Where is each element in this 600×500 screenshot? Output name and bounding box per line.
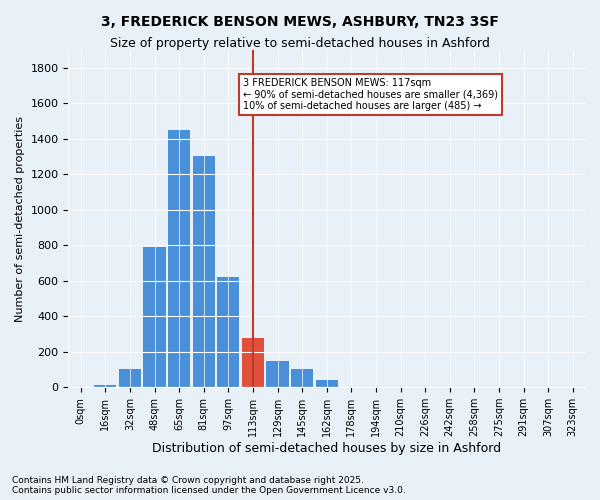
Bar [242, 338, 264, 387]
Bar [266, 360, 289, 387]
Y-axis label: Number of semi-detached properties: Number of semi-detached properties [15, 116, 25, 322]
Bar [143, 247, 166, 387]
Text: 3 FREDERICK BENSON MEWS: 117sqm
← 90% of semi-detached houses are smaller (4,369: 3 FREDERICK BENSON MEWS: 117sqm ← 90% of… [243, 78, 498, 111]
Bar [94, 386, 116, 387]
Text: Contains HM Land Registry data © Crown copyright and database right 2025.
Contai: Contains HM Land Registry data © Crown c… [12, 476, 406, 495]
Bar [291, 370, 313, 387]
Bar [168, 130, 190, 387]
Text: 3, FREDERICK BENSON MEWS, ASHBURY, TN23 3SF: 3, FREDERICK BENSON MEWS, ASHBURY, TN23 … [101, 15, 499, 29]
Bar [119, 370, 141, 387]
Text: Size of property relative to semi-detached houses in Ashford: Size of property relative to semi-detach… [110, 38, 490, 51]
Bar [193, 156, 215, 387]
X-axis label: Distribution of semi-detached houses by size in Ashford: Distribution of semi-detached houses by … [152, 442, 501, 455]
Bar [316, 380, 338, 387]
Bar [217, 277, 239, 387]
